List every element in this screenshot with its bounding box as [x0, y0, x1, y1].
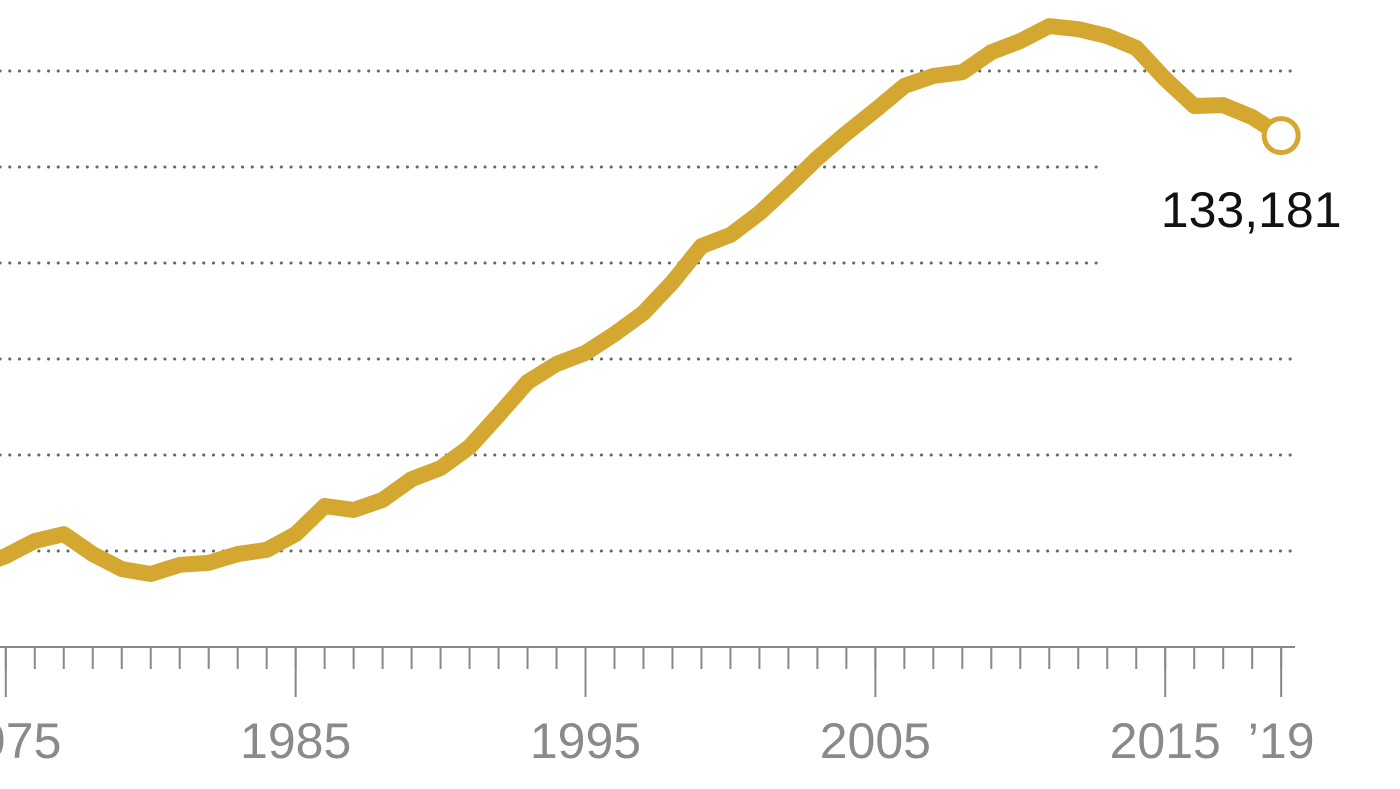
end-marker — [1261, 116, 1301, 156]
x-tick-label: 1995 — [530, 713, 641, 769]
x-tick-label: ’19 — [1248, 713, 1315, 769]
value-label: 133,181 — [1161, 182, 1342, 238]
x-tick-label: 1975 — [0, 713, 61, 769]
x-tick-label: 1985 — [240, 713, 351, 769]
x-tick-label: 2005 — [820, 713, 931, 769]
data-line — [0, 18, 1286, 583]
x-tick-label: 2015 — [1110, 713, 1221, 769]
